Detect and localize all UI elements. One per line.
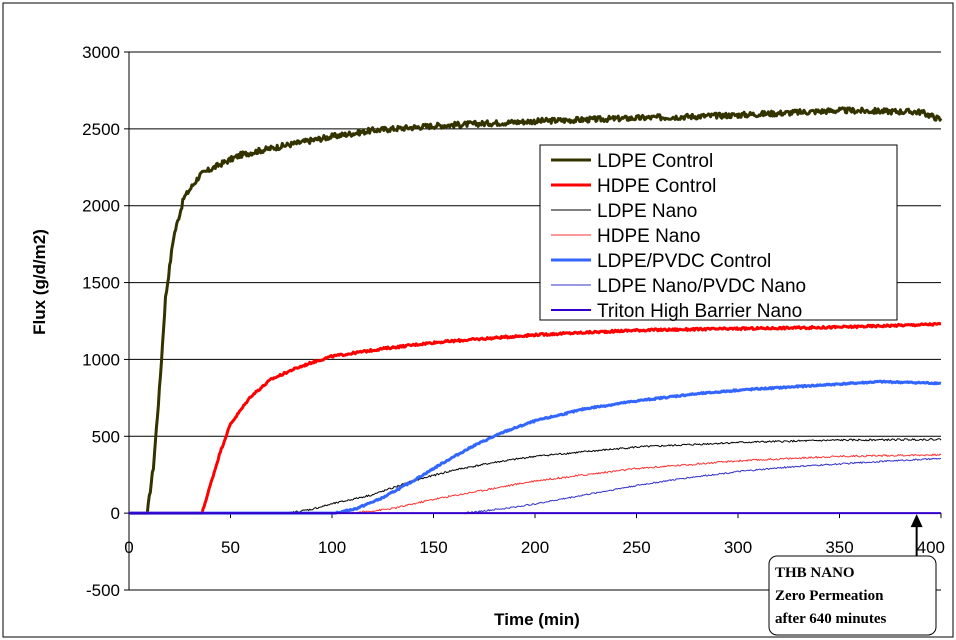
y-tick-label: 3000 — [82, 43, 120, 62]
x-tick-label: 100 — [318, 538, 346, 557]
legend-label: LDPE Nano — [597, 201, 697, 222]
x-tick-label: 150 — [419, 538, 447, 557]
series-line-1 — [128, 321, 942, 515]
x-tick-label: 50 — [221, 538, 240, 557]
legend-label: Triton High Barrier Nano — [597, 301, 802, 322]
annotation-box — [768, 555, 937, 636]
legend-label: LDPE Nano/PVDC Nano — [597, 276, 806, 297]
x-tick-label: 0 — [124, 538, 133, 557]
x-tick-label: 400 — [917, 538, 945, 557]
x-tick-label: 250 — [622, 538, 650, 557]
annotation-line-1: THB NANO — [775, 565, 855, 581]
x-axis-title: Time (min) — [494, 610, 580, 629]
series-line-0 — [128, 106, 943, 515]
y-tick-label: -500 — [86, 581, 120, 600]
legend-label: HDPE Control — [597, 176, 716, 197]
y-tick-label: 1000 — [82, 350, 120, 369]
y-tick-label: 1500 — [82, 274, 120, 293]
legend-box — [539, 144, 898, 321]
x-tick-label: 300 — [724, 538, 752, 557]
series-layer — [128, 106, 943, 515]
legend: LDPE Control HDPE Control LDPE Nano HDPE Na… — [539, 144, 898, 322]
y-tick-label: 2500 — [82, 120, 120, 139]
x-tick-label: 350 — [825, 538, 853, 557]
y-tick-label: 0 — [111, 504, 120, 523]
legend-label: LDPE Control — [597, 151, 713, 172]
annotation-arrowhead — [910, 514, 923, 528]
annotation-line-3: after 640 minutes — [775, 611, 887, 627]
y-tick-label: 2000 — [82, 197, 120, 216]
legend-label: LDPE/PVDC Control — [597, 251, 771, 272]
y-axis-title: Flux (g/d/m2) — [30, 229, 49, 335]
annotation-line-2: Zero Permeation — [775, 588, 884, 604]
legend-label: HDPE Nano — [597, 226, 701, 247]
x-tick-labels: 0 50 100 150 200 250 300 350 400 — [124, 538, 945, 557]
annotation: THB NANO Zero Permeation after 640 minut… — [768, 514, 937, 636]
y-tick-labels: -500 0 500 1000 1500 2000 2500 3000 — [82, 43, 120, 600]
y-tick-label: 500 — [92, 427, 120, 446]
x-tick-label: 200 — [521, 538, 549, 557]
